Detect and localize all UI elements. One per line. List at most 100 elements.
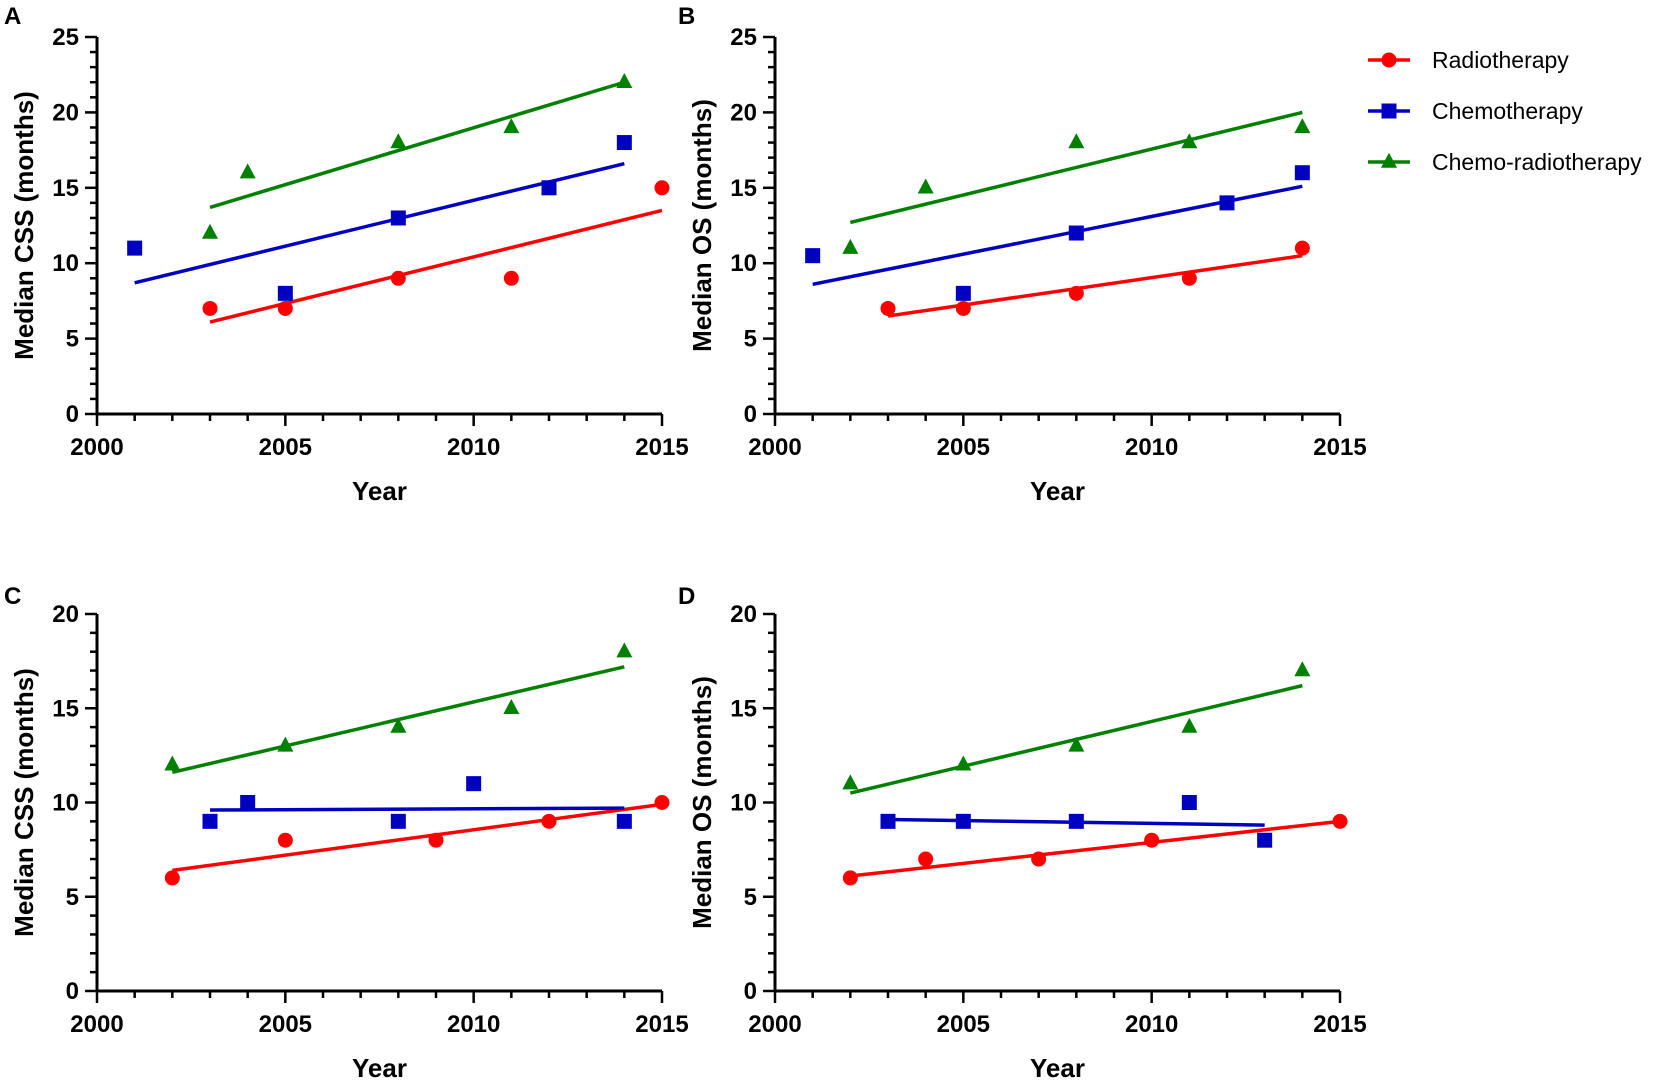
x-tick-label: 2000	[70, 1011, 123, 1038]
x-tick-label: 2005	[259, 1011, 312, 1038]
series-chemoradiotherapy	[842, 110, 1311, 254]
x-axis-title: Year	[352, 1053, 407, 1083]
data-point-chemoradiotherapy	[277, 736, 294, 752]
series-chemoradiotherapy	[202, 72, 633, 239]
data-point-chemotherapy	[1068, 225, 1084, 241]
y-tick-label: 15	[52, 175, 79, 202]
x-tick-label: 2015	[635, 434, 688, 461]
legend-marker	[1381, 103, 1397, 119]
y-tick-label: 10	[730, 250, 757, 277]
panel-letter: D	[678, 583, 695, 610]
x-tick-label: 2015	[635, 1011, 688, 1038]
data-point-chemoradiotherapy	[1294, 118, 1311, 134]
x-tick-label: 2010	[1125, 1011, 1178, 1038]
data-point-radiotherapy	[541, 813, 557, 829]
x-tick-label: 2000	[748, 1011, 801, 1038]
y-tick-label: 20	[730, 601, 757, 628]
legend: Radiotherapy Chemotherapy Chemo-radiothera…	[1368, 47, 1642, 175]
y-tick-label: 10	[52, 250, 79, 277]
data-point-chemotherapy	[466, 776, 482, 792]
data-point-chemoradiotherapy	[1181, 133, 1198, 149]
y-tick-label: 15	[730, 175, 757, 202]
x-tick-label: 2010	[1125, 434, 1178, 461]
data-point-chemotherapy	[240, 795, 256, 810]
data-point-radiotherapy	[503, 270, 519, 286]
data-point-chemotherapy	[880, 813, 896, 829]
data-point-radiotherapy	[654, 795, 670, 810]
data-point-radiotherapy	[654, 180, 670, 196]
y-tick-label: 5	[66, 884, 79, 911]
y-tick-label: 15	[730, 695, 757, 722]
data-point-radiotherapy	[202, 300, 218, 316]
data-point-chemoradiotherapy	[842, 238, 859, 254]
y-tick-label: 0	[744, 401, 757, 428]
data-point-chemotherapy	[127, 240, 143, 256]
y-tick-label: 0	[744, 978, 757, 1005]
x-tick-label: 2000	[70, 434, 123, 461]
data-point-chemotherapy	[616, 135, 632, 151]
y-tick-label: 5	[66, 326, 79, 353]
data-point-radiotherapy	[390, 270, 406, 286]
data-point-chemoradiotherapy	[239, 163, 256, 179]
trend-line-radiotherapy	[209, 208, 663, 324]
data-point-chemoradiotherapy	[390, 717, 407, 733]
data-point-chemotherapy	[1294, 165, 1310, 181]
legend-label: Radiotherapy	[1432, 47, 1569, 73]
y-tick-label: 20	[52, 601, 79, 628]
trend-line-chemotherapy	[209, 806, 625, 812]
y-axis-title: Median OS (months)	[687, 676, 717, 929]
data-point-chemotherapy	[541, 180, 557, 196]
data-point-chemotherapy	[616, 813, 632, 829]
y-tick-label: 20	[730, 99, 757, 126]
x-axis-title: Year	[1030, 1053, 1085, 1083]
trend-line-radiotherapy	[850, 819, 1341, 878]
data-point-chemoradiotherapy	[1068, 736, 1085, 752]
data-point-chemotherapy	[390, 210, 406, 226]
series-chemoradiotherapy	[164, 642, 633, 775]
data-point-radiotherapy	[880, 300, 896, 316]
series-radiotherapy	[880, 240, 1310, 318]
data-point-radiotherapy	[277, 300, 293, 316]
data-point-chemoradiotherapy	[917, 178, 934, 194]
chart-panel-d: D 0 5 10 15 20 2000 2005 2010 2015 Year Median OS (…	[678, 583, 1367, 1083]
data-point-chemoradiotherapy	[616, 72, 633, 88]
data-point-chemoradiotherapy	[1294, 661, 1311, 677]
data-point-chemoradiotherapy	[202, 223, 218, 239]
x-tick-label: 2005	[937, 434, 990, 461]
data-point-chemotherapy	[1068, 813, 1084, 829]
data-point-chemotherapy	[1181, 795, 1197, 810]
y-tick-label: 15	[52, 695, 79, 722]
y-axis-title: Median CSS (months)	[9, 91, 39, 360]
data-point-radiotherapy	[1144, 832, 1160, 848]
data-point-chemoradiotherapy	[616, 642, 633, 658]
y-tick-label: 10	[52, 790, 79, 817]
x-tick-label: 2000	[748, 434, 801, 461]
series-radiotherapy	[842, 813, 1348, 886]
data-point-chemoradiotherapy	[1068, 133, 1085, 149]
y-tick-label: 5	[744, 326, 757, 353]
data-point-radiotherapy	[428, 832, 444, 848]
data-point-chemotherapy	[805, 248, 821, 264]
y-tick-label: 25	[730, 24, 757, 51]
data-point-chemoradiotherapy	[503, 698, 520, 714]
trend-line-radiotherapy	[172, 802, 663, 873]
y-tick-label: 20	[52, 99, 79, 126]
legend-label: Chemotherapy	[1432, 98, 1583, 124]
data-point-chemoradiotherapy	[503, 118, 520, 134]
legend-label: Chemo-radiotherapy	[1432, 149, 1642, 175]
chart-panel-b: B 0 5 10 15 20 25 2000 2005 2010 2015 Year Median OS…	[678, 3, 1367, 506]
series-radiotherapy	[202, 180, 670, 324]
panel-letter: A	[4, 3, 21, 30]
data-point-chemoradiotherapy	[390, 133, 407, 149]
data-point-chemotherapy	[1219, 195, 1235, 211]
data-point-chemotherapy	[1257, 832, 1273, 848]
series-chemoradiotherapy	[842, 661, 1311, 795]
trend-line-radiotherapy	[887, 253, 1303, 318]
x-tick-label: 2010	[447, 434, 500, 461]
legend-marker	[1381, 152, 1397, 168]
legend-marker	[1381, 52, 1397, 68]
series-radiotherapy	[164, 795, 670, 886]
data-point-radiotherapy	[164, 870, 180, 886]
data-point-radiotherapy	[955, 300, 971, 316]
